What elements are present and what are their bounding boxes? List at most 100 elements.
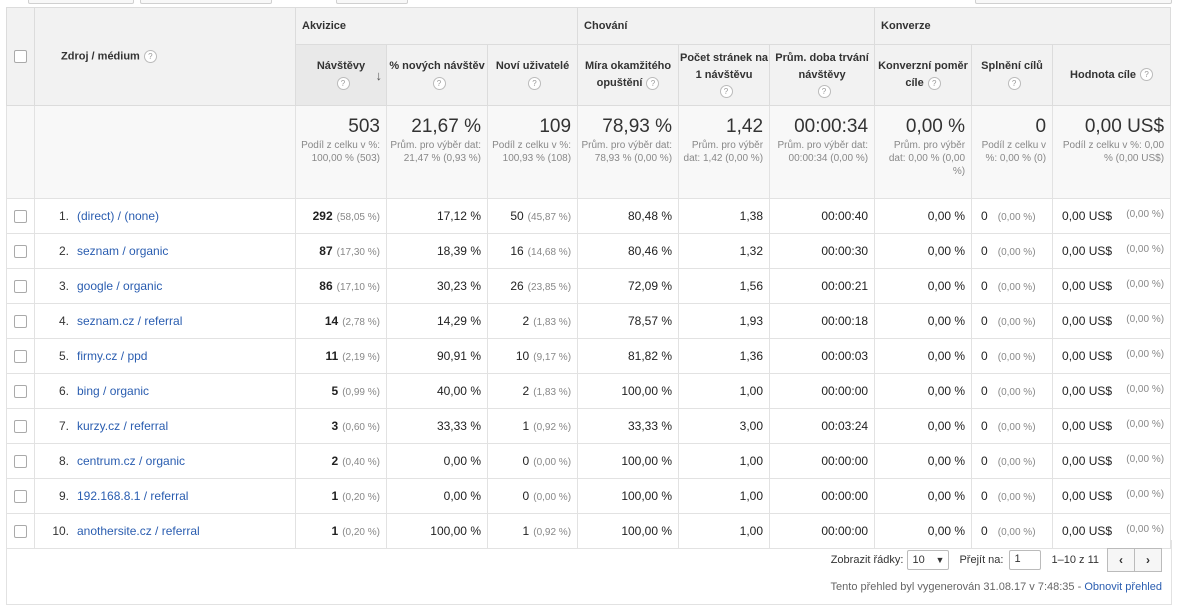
- row-checkbox[interactable]: [14, 210, 27, 224]
- row-checkbox[interactable]: [14, 385, 27, 399]
- row-checkbox[interactable]: [14, 350, 27, 364]
- goal-value-pct: (0,00 %): [1126, 454, 1165, 465]
- row-checkbox[interactable]: [14, 315, 27, 329]
- help-icon[interactable]: ?: [927, 76, 941, 90]
- pages-per-visit-cell: 1,93: [678, 303, 771, 339]
- col-new-users[interactable]: Noví uživatelé?: [486, 44, 579, 106]
- source-link[interactable]: firmy.cz / ppd: [77, 349, 148, 363]
- row-checkbox[interactable]: [14, 280, 27, 294]
- help-icon[interactable]: ?: [646, 76, 660, 90]
- goal-value-pct: (0,00 %): [1126, 419, 1165, 430]
- new-visits-pct-cell: 90,91 %: [386, 338, 488, 374]
- help-icon[interactable]: ?: [432, 76, 446, 90]
- help-icon[interactable]: ?: [143, 50, 157, 63]
- goto-page-input[interactable]: 1: [1009, 550, 1042, 570]
- goal-completions-value: 0: [981, 314, 988, 328]
- top-search-box[interactable]: [975, 0, 1172, 4]
- top-control-3[interactable]: [336, 0, 408, 4]
- col-conv-rate[interactable]: Konverzní poměr cíle?: [874, 44, 973, 106]
- goal-completions-cell: 0 (0,00 %): [971, 443, 1054, 479]
- top-control-2[interactable]: [140, 0, 272, 4]
- source-link[interactable]: google / organic: [77, 279, 163, 293]
- goal-value-value: 0,00 US$: [1062, 209, 1113, 223]
- source-link[interactable]: seznam.cz / referral: [77, 314, 183, 328]
- row-checkbox[interactable]: [14, 525, 27, 539]
- table-row: 6. bing / organic 5 (0,99 %) 40,00 % 2 (1,83 %…: [6, 373, 1172, 409]
- new-users-value: 26: [510, 279, 524, 293]
- rows-per-page-select[interactable]: 10 ▼: [907, 550, 950, 570]
- goal-completions-pct: (0,00 %): [997, 457, 1036, 468]
- total-sub: Podíl z celku v %: 100,00 % (503): [301, 140, 380, 164]
- goal-value-cell: 0,00 US$ (0,00 %): [1052, 408, 1172, 444]
- col-new-visits-pct[interactable]: % nových návštěv?: [386, 44, 488, 106]
- help-icon[interactable]: ?: [719, 85, 733, 99]
- source-link[interactable]: centrum.cz / organic: [77, 454, 186, 468]
- col-goal-value[interactable]: Hodnota cíle?: [1052, 44, 1172, 106]
- top-control-1[interactable]: [28, 0, 134, 4]
- new-visits-pct-cell: 100,00 %: [386, 513, 488, 549]
- help-icon[interactable]: ?: [336, 76, 350, 90]
- col-bounce-rate[interactable]: Míra okamžitého opuštění?: [577, 44, 680, 106]
- goal-completions-cell: 0 (0,00 %): [971, 373, 1054, 409]
- help-icon[interactable]: ?: [1007, 76, 1021, 90]
- new-users-pct: (1,83 %): [533, 387, 572, 398]
- pages-per-visit-cell: 1,00: [678, 443, 771, 479]
- row-checkbox[interactable]: [14, 420, 27, 434]
- help-icon[interactable]: ?: [1140, 68, 1154, 82]
- row-index: 5.: [58, 349, 69, 363]
- row-index: 7.: [58, 419, 69, 433]
- new-users-value: 1: [522, 419, 530, 433]
- col-goal-completions-label: Splnění cílů: [981, 60, 1043, 72]
- source-medium-header[interactable]: Zdroj / médium?: [34, 7, 296, 106]
- source-link[interactable]: bing / organic: [77, 384, 150, 398]
- goal-value-pct: (0,00 %): [1126, 244, 1165, 255]
- visits-value: 87: [319, 244, 333, 258]
- avg-duration-cell: 00:00:30: [769, 233, 876, 269]
- conv-rate-cell: 0,00 %: [874, 443, 973, 479]
- col-goal-completions[interactable]: Splnění cílů?: [971, 44, 1054, 106]
- pages-per-visit-cell: 1,36: [678, 338, 771, 374]
- col-avg-duration-label: Prům. doba trvání návštěvy: [775, 51, 869, 81]
- row-checkbox[interactable]: [14, 455, 27, 469]
- source-link[interactable]: (direct) / (none): [77, 209, 160, 223]
- dropdown-arrow-icon: ▼: [935, 555, 945, 565]
- new-users-pct: (14,68 %): [527, 247, 572, 258]
- conv-rate-cell: 0,00 %: [874, 408, 973, 444]
- next-page-button[interactable]: ›: [1135, 548, 1162, 572]
- col-avg-duration[interactable]: Prům. doba trvání návštěvy?: [769, 44, 876, 106]
- goal-value-value: 0,00 US$: [1062, 384, 1113, 398]
- report-table-wrapper: Zdroj / médium? Akvizice Chování Konverz…: [6, 7, 1172, 549]
- show-rows-label: Zobrazit řádky:: [830, 554, 904, 566]
- visits-value: 1: [331, 524, 339, 538]
- new-users-pct: (9,17 %): [533, 352, 572, 363]
- new-users-cell: 16 (14,68 %): [486, 233, 579, 269]
- source-link[interactable]: seznam / organic: [77, 244, 169, 258]
- row-index: 4.: [58, 314, 69, 328]
- visits-pct: (17,10 %): [336, 282, 380, 293]
- row-checkbox[interactable]: [14, 245, 27, 259]
- prev-page-button[interactable]: ‹: [1107, 548, 1135, 572]
- source-link[interactable]: anothersite.cz / referral: [77, 524, 200, 538]
- goal-completions-value: 0: [981, 524, 988, 538]
- source-link[interactable]: 192.168.8.1 / referral: [77, 489, 189, 503]
- row-checkbox[interactable]: [14, 490, 27, 504]
- goal-value-cell: 0,00 US$ (0,00 %): [1052, 233, 1172, 269]
- new-users-pct: (0,00 %): [533, 457, 572, 468]
- select-all-checkbox[interactable]: [14, 50, 27, 63]
- row-checkbox-cell: [6, 373, 35, 409]
- refresh-report-link[interactable]: Obnovit přehled: [1084, 581, 1162, 593]
- col-conv-rate-label: Konverzní poměr cíle: [878, 60, 968, 89]
- table-row: 7. kurzy.cz / referral 3 (0,60 %) 33,33 % 1 (0…: [6, 408, 1172, 444]
- new-users-value: 16: [510, 244, 524, 258]
- col-visits[interactable]: Návštěvy? ↓: [295, 44, 387, 106]
- help-icon[interactable]: ?: [817, 85, 831, 99]
- col-pages-per-visit[interactable]: Počet stránek na 1 návštěvu?: [678, 44, 771, 106]
- row-checkbox-cell: [6, 513, 35, 549]
- source-link[interactable]: kurzy.cz / referral: [77, 419, 169, 433]
- goal-value-pct: (0,00 %): [1126, 279, 1165, 290]
- row-index: 1.: [58, 209, 69, 223]
- new-users-pct: (0,00 %): [533, 492, 572, 503]
- total-sub: Prům. pro výběr dat: 00:00:34 (0,00 %): [777, 140, 869, 164]
- rows-per-page-value: 10: [912, 554, 925, 566]
- help-icon[interactable]: ?: [528, 76, 542, 90]
